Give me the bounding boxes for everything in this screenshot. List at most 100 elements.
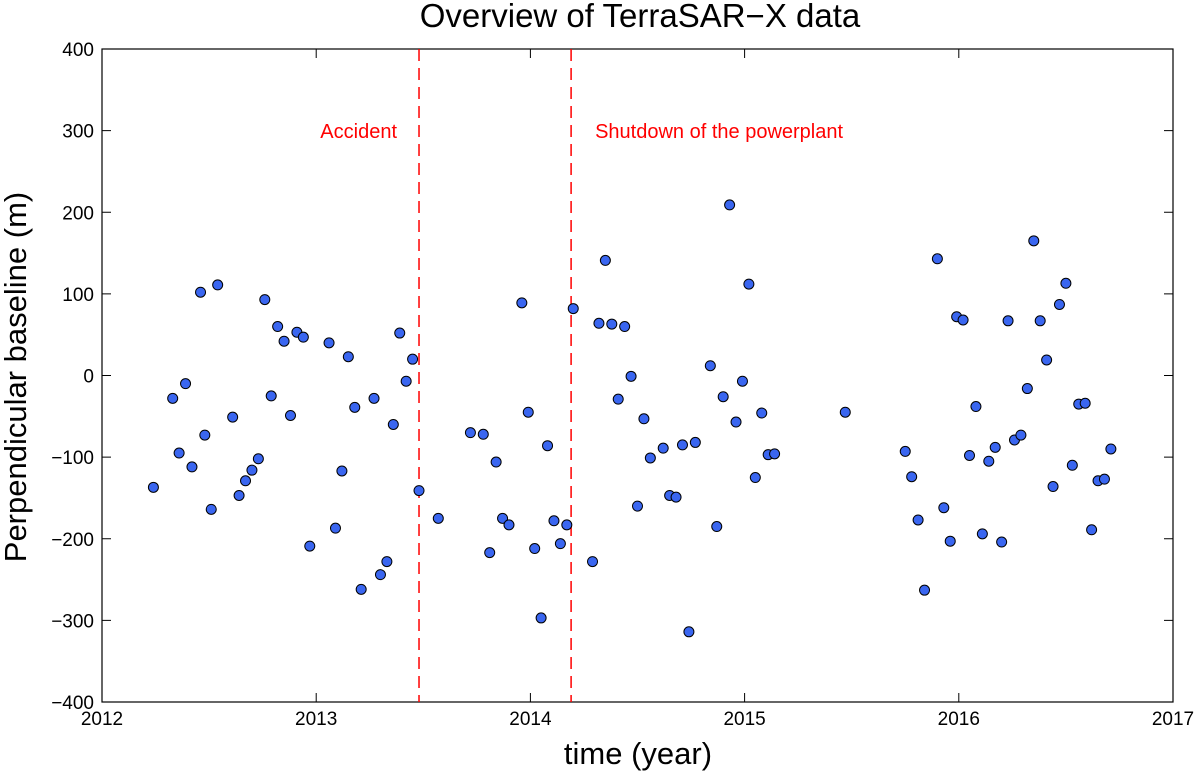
data-point	[548, 515, 560, 527]
y-tick-label: −100	[51, 448, 94, 469]
data-point	[683, 626, 695, 638]
data-point	[599, 254, 611, 266]
data-point	[497, 512, 509, 524]
data-point	[516, 297, 528, 309]
data-point	[413, 485, 425, 497]
x-tick-label: 2014	[509, 709, 552, 730]
data-point	[432, 512, 444, 524]
data-point	[329, 522, 341, 534]
data-point	[272, 321, 284, 333]
data-point	[1053, 298, 1065, 310]
y-tick-label: 400	[62, 40, 94, 61]
data-point	[265, 390, 277, 402]
x-axis-label: time (year)	[564, 736, 712, 771]
data-point	[964, 449, 976, 461]
data-point	[644, 452, 656, 464]
data-point	[912, 514, 924, 526]
data-point	[970, 401, 982, 413]
y-tick-label: 300	[62, 122, 94, 143]
data-point	[387, 418, 399, 430]
data-point	[278, 335, 290, 347]
data-point	[593, 317, 605, 329]
data-point	[484, 547, 496, 559]
data-point	[529, 543, 541, 555]
data-point	[730, 416, 742, 428]
data-point	[173, 447, 185, 459]
data-point	[587, 556, 599, 568]
data-point	[957, 314, 969, 326]
data-point	[606, 318, 618, 330]
data-point	[297, 331, 309, 343]
data-point	[464, 427, 476, 439]
data-point	[535, 612, 547, 624]
y-tick-label: −400	[51, 693, 94, 714]
data-point	[567, 303, 579, 315]
data-point	[736, 375, 748, 387]
data-point	[906, 471, 918, 483]
data-point	[342, 351, 354, 363]
data-point	[355, 583, 367, 595]
data-point	[619, 321, 631, 333]
event-label: Shutdown of the powerplant	[595, 121, 843, 143]
data-point	[1034, 315, 1046, 327]
data-point	[1002, 315, 1014, 327]
data-point	[1047, 481, 1059, 493]
x-tick-label: 2016	[938, 709, 980, 730]
y-tick-label: 200	[62, 203, 94, 224]
data-point	[205, 503, 217, 515]
data-point	[944, 535, 956, 547]
data-point	[400, 375, 412, 387]
data-point	[769, 448, 781, 460]
data-point	[522, 406, 534, 418]
y-tick-label: −300	[51, 611, 94, 632]
data-point	[756, 407, 768, 419]
data-point	[670, 491, 682, 503]
data-point	[212, 279, 224, 291]
data-points	[147, 199, 1117, 638]
data-point	[147, 481, 159, 493]
data-point	[724, 199, 736, 211]
data-point	[711, 521, 723, 533]
data-point	[477, 428, 489, 440]
data-point	[938, 502, 950, 514]
y-tick-label: 0	[83, 367, 94, 388]
data-point	[638, 413, 650, 425]
data-point	[407, 353, 419, 365]
data-point	[233, 489, 245, 501]
x-tick-label: 2017	[1152, 709, 1194, 730]
data-point	[704, 360, 716, 372]
data-point	[1060, 277, 1072, 289]
data-point	[1021, 383, 1033, 395]
plot-area-frame	[101, 48, 1174, 703]
data-point	[676, 439, 688, 451]
data-point	[612, 393, 624, 405]
data-point	[717, 391, 729, 403]
data-point	[167, 392, 179, 404]
data-point	[657, 442, 669, 454]
data-point	[839, 406, 851, 418]
y-tick-label: −200	[51, 530, 94, 551]
data-point	[1098, 473, 1110, 485]
data-point	[749, 472, 761, 484]
data-point	[743, 278, 755, 290]
x-tick-label: 2015	[723, 709, 765, 730]
y-axis-label: Perpendicular baseline (m)	[0, 192, 33, 562]
event-markers: Accident Shutdown of the powerplant	[320, 49, 843, 702]
data-point	[1105, 443, 1117, 455]
data-point	[394, 327, 406, 339]
data-point	[374, 569, 386, 581]
data-point	[561, 519, 573, 531]
data-point	[1028, 235, 1040, 247]
data-point	[1079, 397, 1091, 409]
data-point	[1086, 524, 1098, 536]
data-point	[227, 411, 239, 423]
data-point	[899, 445, 911, 457]
event-label: Accident	[320, 121, 397, 143]
data-point	[252, 453, 264, 465]
data-point	[625, 370, 637, 382]
x-tick-label: 2012	[81, 709, 123, 730]
chart-title: Overview of TerraSAR−X data	[420, 0, 861, 34]
data-point	[983, 455, 995, 467]
data-point	[195, 286, 207, 298]
data-point	[989, 441, 1001, 453]
